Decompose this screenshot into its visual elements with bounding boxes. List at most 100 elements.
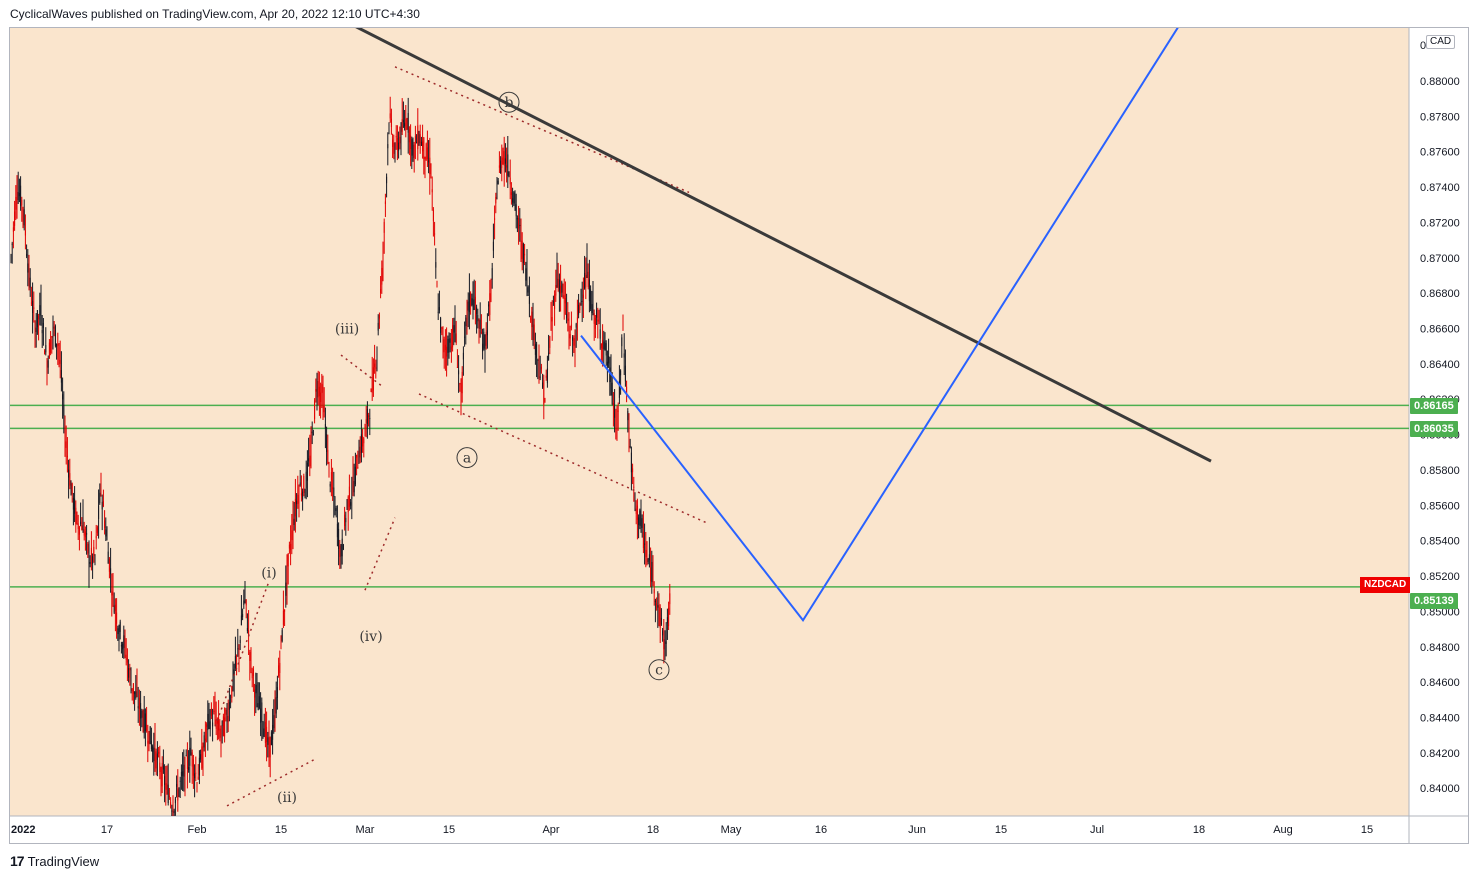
channel-dotted-line[interactable] (340, 354, 384, 388)
candle-body (281, 630, 283, 642)
candle-body (442, 339, 444, 351)
candle-body (46, 364, 48, 375)
candle-body (351, 496, 353, 499)
candle-body (225, 709, 227, 715)
candle-body (330, 472, 332, 481)
wave-label-circle (456, 447, 478, 469)
candle-body (407, 112, 409, 133)
currency-label[interactable]: CAD (1426, 35, 1456, 49)
candle-body (15, 196, 17, 210)
candle-body (78, 527, 80, 535)
candle-body (627, 411, 629, 421)
candle-body (215, 719, 217, 729)
candle-body (178, 788, 180, 795)
candle-body (292, 517, 294, 533)
candle-body (650, 567, 652, 582)
candle-body (395, 136, 397, 138)
candle-body (249, 652, 251, 662)
candle-body (516, 218, 518, 220)
candle-body (308, 458, 310, 462)
candle-body (156, 753, 158, 760)
candle-body (52, 322, 54, 330)
candle-body (34, 327, 36, 341)
candle-body (377, 322, 379, 331)
candle-body (549, 336, 551, 348)
candle-body (400, 124, 402, 143)
channel-dotted-line[interactable] (418, 393, 708, 524)
candle-body (116, 612, 118, 624)
candle-body (519, 224, 521, 226)
candle-body (417, 125, 419, 150)
candle-body (333, 487, 335, 497)
footer-branding[interactable]: 17 TradingView (10, 853, 99, 869)
x-tick-label: 15 (443, 824, 455, 836)
candle-body (316, 389, 318, 391)
tradingview-logo-icon: 17 (10, 853, 25, 869)
y-tick-label: 0.85000 (1420, 606, 1460, 618)
x-tick-label: 17 (101, 824, 113, 836)
candle-body (257, 703, 259, 710)
candle-body (192, 759, 194, 776)
candle-body (530, 318, 532, 320)
candle-body (141, 710, 143, 718)
candle-body (132, 683, 134, 694)
candle-body (234, 656, 236, 669)
candle-body (573, 338, 575, 346)
candle-body (518, 218, 520, 229)
candle-body (185, 755, 187, 757)
candle-body (336, 523, 338, 538)
candle-body (100, 478, 102, 492)
candle-body (80, 521, 82, 525)
candle-body (374, 363, 376, 368)
candle-body (654, 600, 656, 603)
candle-body (65, 441, 67, 448)
candle-body (564, 297, 566, 304)
wave-label: (ii) (277, 790, 297, 806)
candle-body (504, 158, 506, 164)
candle-body (207, 713, 209, 731)
candle-body (48, 342, 50, 359)
candle-body (258, 696, 260, 708)
candle-body (190, 751, 192, 754)
chart-panel[interactable] (9, 27, 1469, 844)
candle-body (293, 518, 295, 525)
candle-body (405, 118, 407, 131)
candle-body (586, 263, 588, 278)
candle-body (98, 505, 100, 519)
candle-body (612, 402, 614, 406)
candle-body (105, 529, 107, 537)
candle-body (456, 366, 458, 368)
projection-path[interactable] (580, 0, 1295, 622)
candle-body (304, 495, 306, 498)
candle-body (476, 307, 478, 315)
candle-body (176, 784, 178, 787)
candle-body (288, 544, 290, 549)
candle-body (119, 621, 121, 632)
candle-body (584, 272, 586, 289)
candle-body (630, 452, 632, 473)
candle-body (611, 382, 613, 405)
candle-body (387, 144, 389, 149)
candle-body (252, 669, 254, 676)
trendline[interactable] (0, 0, 1212, 463)
channel-dotted-line[interactable] (226, 757, 318, 807)
candle-body (539, 376, 541, 378)
candle-body (90, 547, 92, 556)
candle-body (628, 432, 630, 438)
candle-body (647, 558, 649, 562)
y-tick-label: 0.86800 (1420, 288, 1460, 300)
price-level-label: 0.85139 (1410, 593, 1458, 609)
candle-body (634, 493, 636, 505)
candle-body (280, 636, 282, 640)
candle-body (112, 585, 114, 588)
publish-info: CyclicalWaves published on TradingView.c… (10, 7, 420, 21)
candle-body (617, 410, 619, 412)
candle-body (255, 684, 257, 694)
candle-body (558, 279, 560, 294)
channel-dotted-line[interactable] (364, 517, 396, 591)
candle-body (666, 617, 668, 624)
channel-dotted-line[interactable] (214, 581, 270, 727)
x-tick-label: Feb (188, 824, 207, 836)
candle-body (20, 185, 22, 206)
